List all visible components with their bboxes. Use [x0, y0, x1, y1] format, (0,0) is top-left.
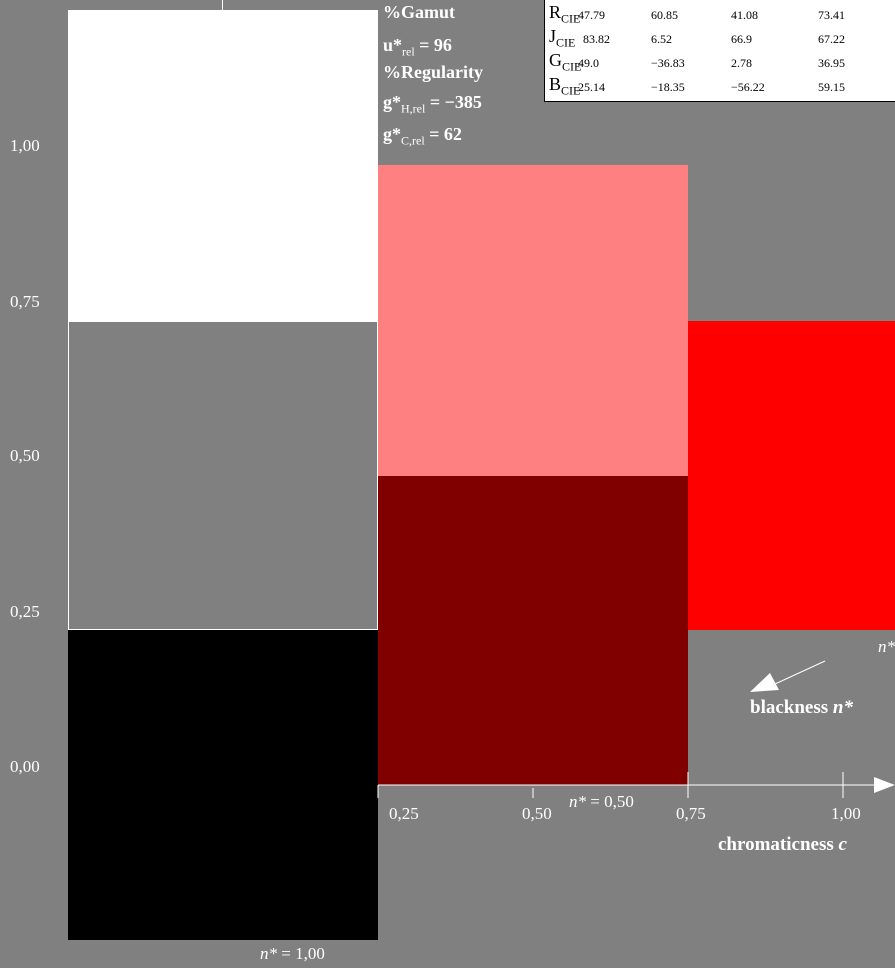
table-cell: 25.14: [578, 80, 605, 94]
top-tick: [222, 0, 223, 10]
y-tick-label: 0,25: [10, 602, 40, 621]
table-cell: 59.15: [818, 80, 845, 94]
light-red-block: [378, 165, 688, 476]
table-row: JCIE 83.82 6.52 66.9 67.22: [545, 26, 895, 50]
table-cell: 2.78: [731, 56, 752, 70]
blackness-arrow-shaft: [774, 660, 826, 685]
row-sub: CIE: [562, 59, 582, 74]
y-tick-label: 0,75: [10, 292, 40, 311]
gray-block: [68, 321, 378, 630]
table-cell: 49.0: [578, 56, 599, 70]
x-tick-label: 1,00: [831, 804, 861, 823]
x-tick-label: 0,50: [522, 804, 552, 823]
x-axis-arrowhead: [874, 777, 895, 793]
x-tick-label: 0,75: [676, 804, 706, 823]
row-letter: R: [549, 2, 562, 22]
table-cell: 66.9: [731, 32, 752, 46]
gamut-label: %Gamut: [383, 2, 455, 22]
x-tick-label: 0,25: [389, 804, 419, 823]
g-c-rel-label: g*C,rel = 62: [383, 124, 462, 148]
table-cell: −56.22: [731, 80, 765, 94]
row-sub: CIE: [561, 83, 581, 98]
row-letter: G: [549, 50, 562, 70]
row-sub: CIE: [561, 11, 581, 26]
blackness-arrowhead: [750, 673, 779, 692]
black-block: [68, 630, 378, 940]
table-cell: 67.22: [818, 32, 845, 46]
table-row: GCIE 49.0 −36.83 2.78 36.95: [545, 50, 895, 74]
y-tick-label: 0,00: [10, 757, 40, 776]
table-cell: −36.83: [651, 56, 685, 70]
table-cell: −18.35: [651, 80, 685, 94]
white-block: [68, 10, 378, 321]
table-cell: 60.85: [651, 8, 678, 22]
n-edge-label: n*: [878, 637, 895, 656]
row-letter: B: [549, 74, 562, 94]
red-block: [688, 321, 895, 630]
u-rel-label: u*rel = 96: [383, 35, 452, 59]
row-letter: J: [549, 26, 557, 46]
n-half-label: n* = 0,50: [569, 792, 634, 811]
row-sub: CIE: [556, 35, 576, 50]
table-cell: 73.41: [818, 8, 845, 22]
table-cell: 47.79: [578, 8, 605, 22]
g-h-rel-label: g*H,rel = −385: [383, 92, 482, 116]
table-cell: 6.52: [651, 32, 672, 46]
table-row: RCIE 47.79 60.85 41.08 73.41: [545, 2, 895, 26]
n-one-label: n* = 1,00: [260, 944, 325, 963]
table-cell: 83.82: [583, 32, 610, 46]
y-tick-label: 0,50: [10, 446, 40, 465]
cie-table: RCIE 47.79 60.85 41.08 73.41 JCIE 83.82 …: [544, 0, 895, 102]
blackness-axis-title: blackness n*: [750, 697, 853, 718]
regularity-label: %Regularity: [383, 62, 483, 82]
table-cell: 41.08: [731, 8, 758, 22]
chromaticness-axis-title: chromaticness c: [718, 834, 847, 855]
dark-red-block: [378, 476, 688, 785]
table-cell: 36.95: [818, 56, 845, 70]
table-row: BCIE 25.14 −18.35 −56.22 59.15: [545, 74, 895, 98]
y-tick-label: 1,00: [10, 136, 40, 155]
